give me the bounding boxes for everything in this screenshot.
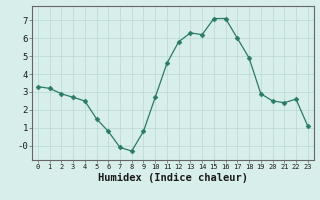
X-axis label: Humidex (Indice chaleur): Humidex (Indice chaleur)	[98, 173, 248, 183]
